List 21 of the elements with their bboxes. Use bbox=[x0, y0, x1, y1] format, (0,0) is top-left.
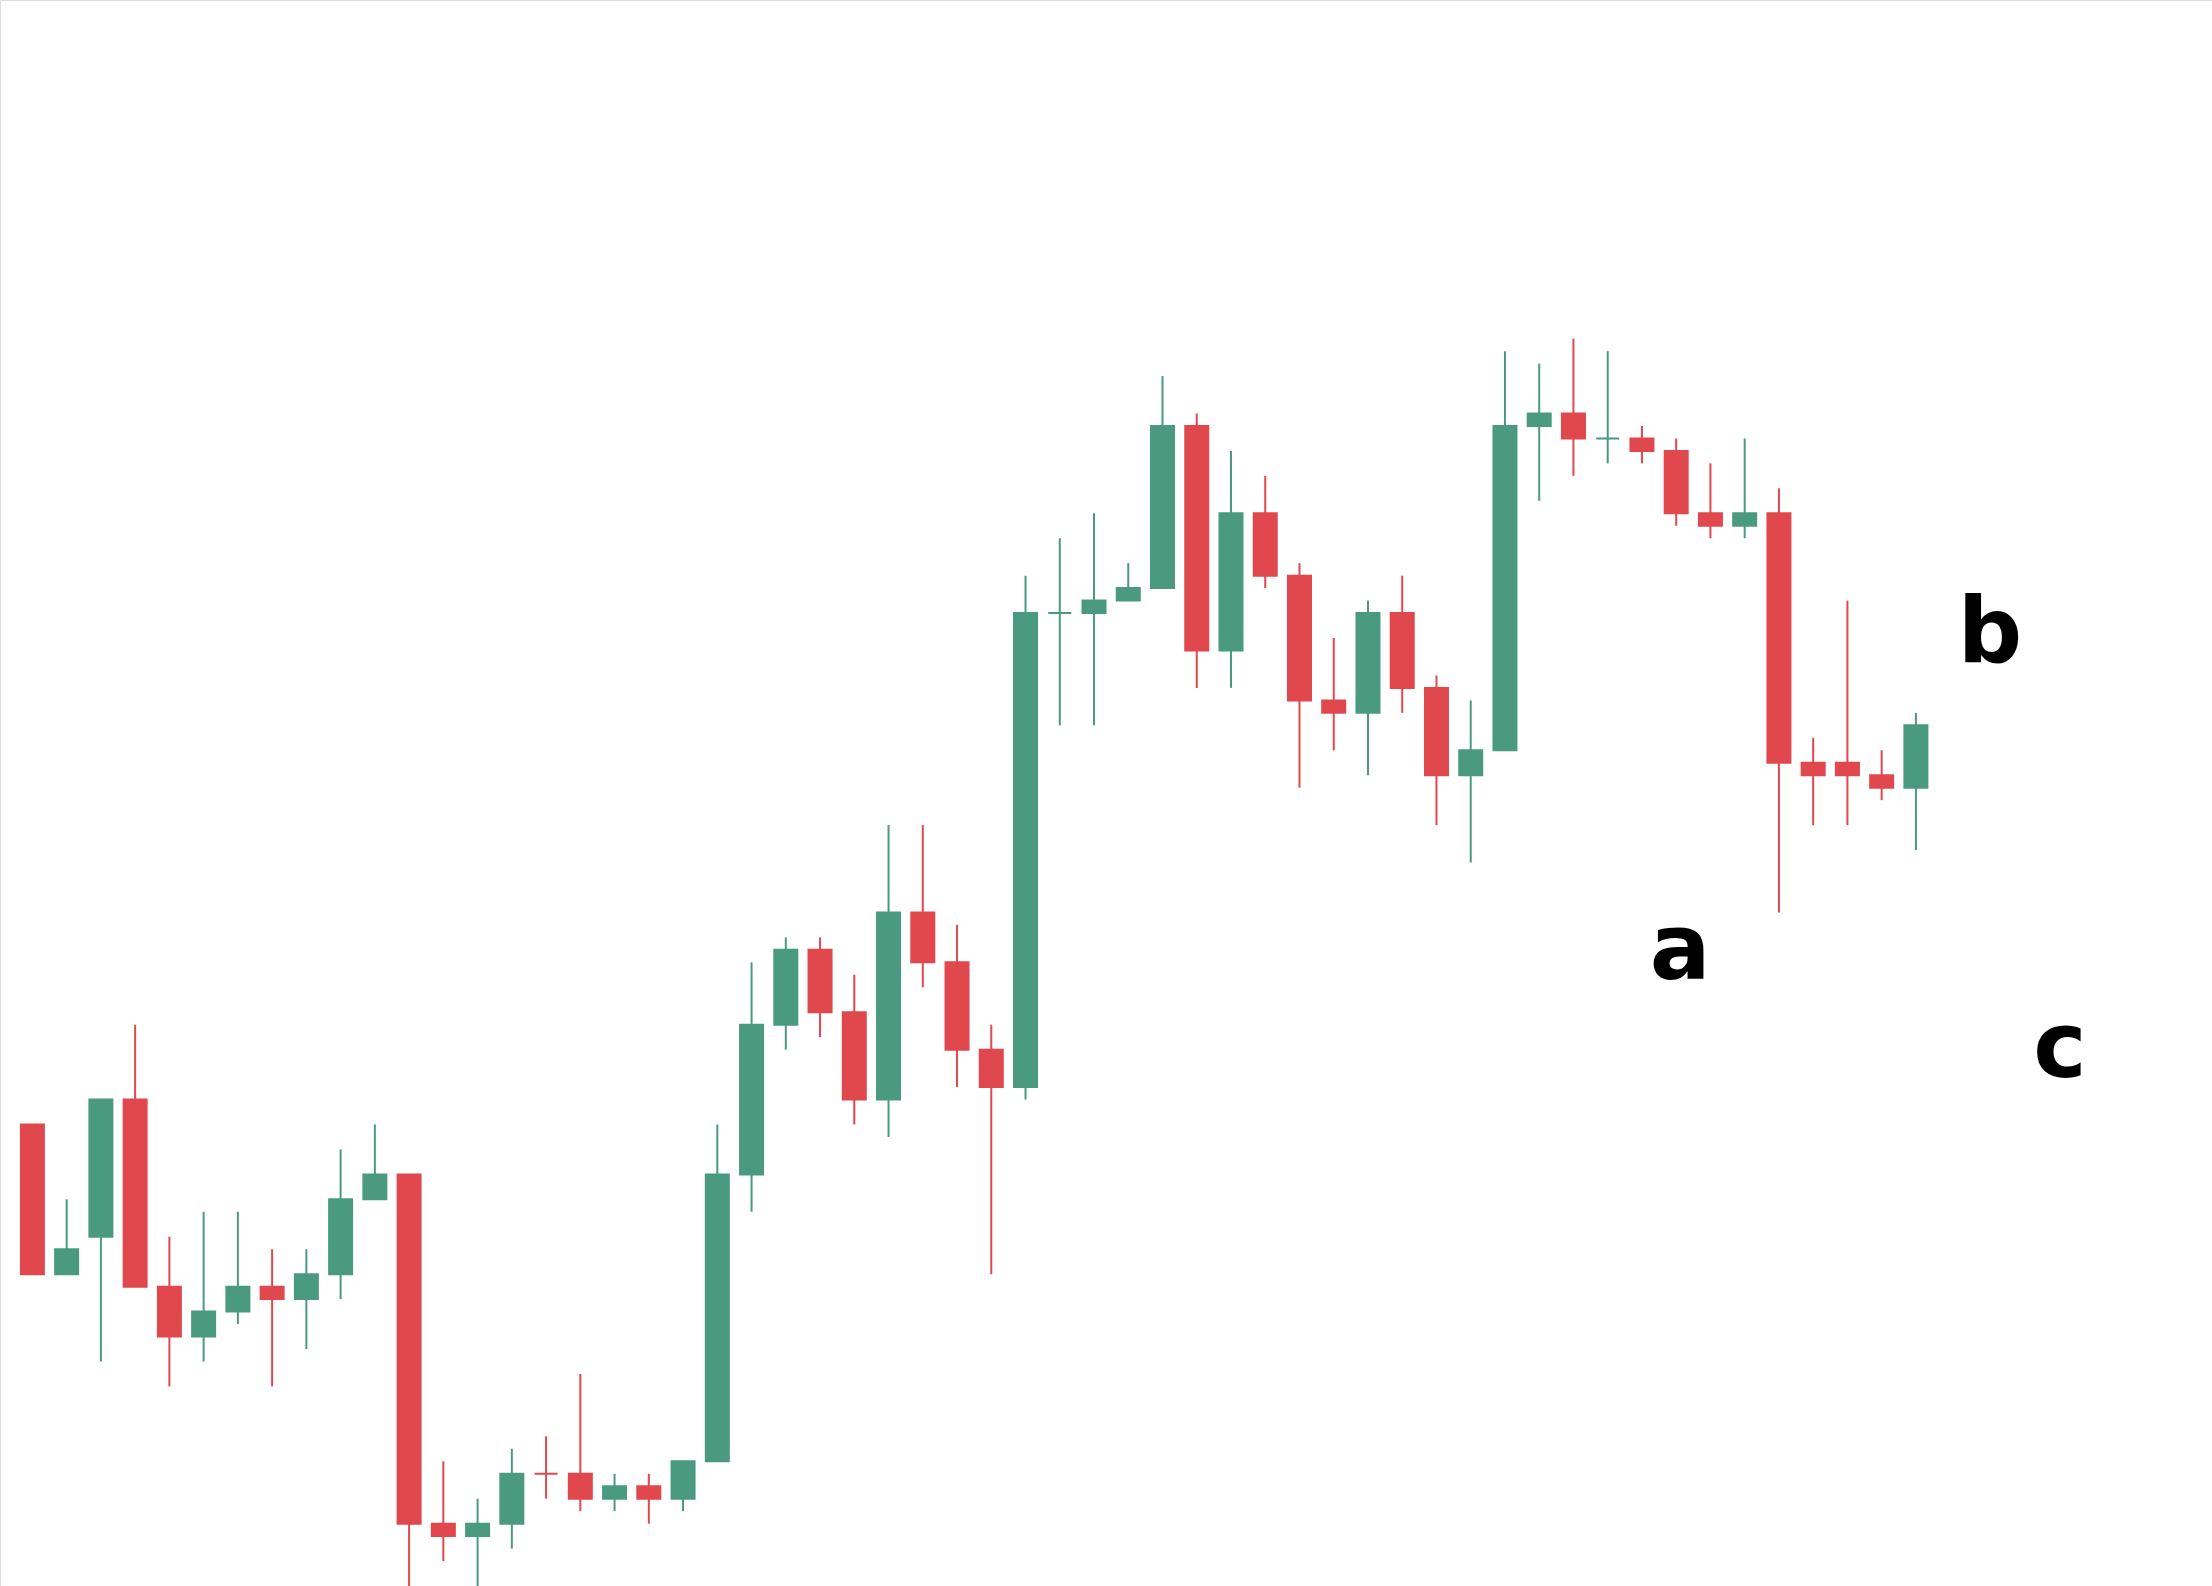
text: b bbox=[1957, 578, 2023, 683]
candlestick bbox=[1629, 424, 1655, 465]
candlestick bbox=[430, 1460, 456, 1563]
candlestick bbox=[636, 1472, 662, 1525]
candlestick bbox=[465, 1497, 491, 1586]
text: c bbox=[2033, 993, 2087, 1098]
candlestick bbox=[1697, 462, 1723, 540]
candlestick bbox=[1732, 437, 1758, 540]
candlestick bbox=[602, 1472, 628, 1513]
candlestick bbox=[533, 1435, 559, 1500]
annotation: a bbox=[1649, 895, 1711, 1000]
candlestick bbox=[1526, 362, 1552, 502]
candlestick bbox=[1321, 637, 1347, 752]
candlestick bbox=[1800, 736, 1826, 827]
candlestick bbox=[1595, 350, 1621, 465]
candlestick bbox=[1115, 562, 1141, 602]
candlestick bbox=[1047, 537, 1073, 727]
candlestick bbox=[1081, 512, 1107, 727]
candlestick bbox=[1869, 749, 1895, 802]
candlestick bbox=[1834, 599, 1860, 827]
candlestick bbox=[259, 1248, 285, 1388]
